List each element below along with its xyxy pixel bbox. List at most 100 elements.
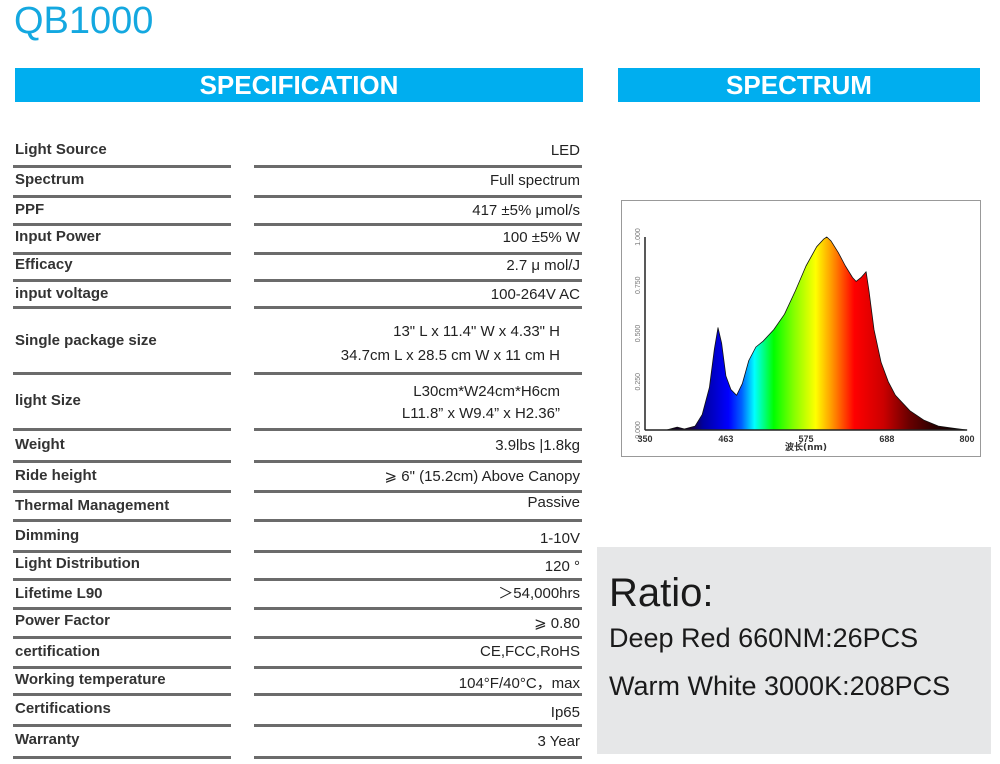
- spec-value: LED: [550, 142, 580, 159]
- spec-value: 34.7cm L x 28.5 cm W x 11 cm H: [340, 347, 560, 364]
- row-divider-left: [13, 693, 231, 696]
- row-divider-right: [254, 490, 582, 493]
- spec-label: light Size: [15, 392, 81, 409]
- spec-label: Spectrum: [15, 171, 85, 188]
- spec-label: Power Factor: [15, 612, 111, 629]
- spec-label: Single package size: [15, 332, 157, 349]
- spectrum-header-label: SPECTRUM: [726, 69, 872, 100]
- x-axis-label: 波长(nm): [785, 441, 827, 453]
- specification-header: SPECIFICATION: [15, 68, 583, 102]
- row-divider-left: [13, 223, 231, 226]
- spec-label: Lifetime L90: [15, 585, 103, 602]
- spec-value: Full spectrum: [489, 172, 580, 189]
- spec-value: 100 ±5% W: [502, 229, 580, 246]
- row-divider-left: [13, 428, 231, 431]
- row-divider-right: [254, 693, 582, 696]
- x-tick-labels: 350 463 575 688 800: [637, 434, 974, 444]
- spec-label: Light Source: [15, 141, 107, 158]
- x-tick-label: 688: [879, 434, 894, 444]
- row-divider-left: [13, 666, 231, 669]
- spec-value: Ip65: [550, 704, 580, 721]
- spec-value: ⩾ 6" (15.2cm) Above Canopy: [384, 468, 581, 485]
- spec-label: input voltage: [15, 285, 109, 302]
- row-divider-right: [254, 306, 582, 309]
- y-tick-labels: 0.000 0.250 0.500 0.750 1.000: [635, 228, 642, 439]
- row-divider-left: [13, 607, 231, 610]
- spec-label: Warranty: [15, 731, 80, 748]
- page-title: QB1000: [14, 0, 154, 42]
- spec-label: certification: [15, 643, 101, 660]
- spec-label: Weight: [15, 436, 65, 453]
- spec-label: Thermal Management: [15, 497, 170, 514]
- row-divider-right: [254, 460, 582, 463]
- spec-value: ⩾ 0.80: [534, 615, 580, 632]
- spec-value: ＞54,000hrs: [498, 585, 580, 602]
- row-divider-right: [254, 252, 582, 255]
- spec-label: PPF: [15, 201, 45, 218]
- row-divider-right: [254, 578, 582, 581]
- spec-value: 1-10V: [539, 530, 580, 547]
- row-divider-left: [13, 279, 231, 282]
- ratio-title: Ratio:: [609, 571, 714, 615]
- spec-value: L30cm*W24cm*H6cm: [413, 383, 560, 400]
- spec-value: Passive: [527, 494, 580, 511]
- spec-value: L11.8” x W9.4” x H2.36”: [401, 405, 560, 422]
- row-divider-right: [254, 428, 582, 431]
- row-divider-left: [13, 460, 231, 463]
- spec-label: Efficacy: [15, 256, 73, 273]
- ratio-warm-white: Warm White 3000K:208PCS: [609, 671, 951, 701]
- spectrum-area: [644, 236, 968, 431]
- row-divider-left: [13, 372, 231, 375]
- row-divider-left: [13, 724, 231, 727]
- ratio-deep-red: Deep Red 660NM:26PCS: [609, 623, 919, 653]
- spec-value: 100-264V AC: [490, 286, 580, 303]
- x-tick-label: 800: [959, 434, 974, 444]
- row-divider-left: [13, 756, 231, 759]
- specification-header-label: SPECIFICATION: [199, 69, 399, 100]
- y-tick-label: 1.000: [635, 228, 642, 246]
- row-divider-right: [254, 165, 582, 168]
- spec-value: 3.9lbs |1.8kg: [495, 437, 580, 454]
- row-divider-left: [13, 165, 231, 168]
- spec-value: 3 Year: [537, 733, 580, 750]
- row-divider-right: [254, 223, 582, 226]
- ratio-box: Ratio: Deep Red 660NM:26PCS Warm White 3…: [597, 547, 991, 754]
- spec-value: 2.7 μ mol/J: [506, 257, 580, 274]
- row-divider-right: [254, 756, 582, 759]
- spec-table: Light Source LED Spectrum Full spectrum PPF 4…: [13, 141, 582, 759]
- spec-label: Input Power: [15, 228, 101, 245]
- row-divider-left: [13, 550, 231, 553]
- y-tick-label: 0.500: [635, 325, 642, 343]
- row-divider-left: [13, 519, 231, 522]
- spectrum-header: SPECTRUM: [618, 68, 980, 102]
- row-divider-right: [254, 279, 582, 282]
- spec-value: 120 °: [544, 558, 580, 575]
- row-divider-right: [254, 724, 582, 727]
- spec-label: Working temperature: [15, 671, 166, 688]
- spec-value: 104°F/40°C，max: [458, 675, 580, 692]
- row-divider-right: [254, 607, 582, 610]
- spec-value: CE,FCC,RoHS: [479, 643, 580, 660]
- x-tick-label: 575: [798, 434, 813, 444]
- y-tick-label: 0.750: [635, 276, 642, 294]
- spec-label: Dimming: [15, 527, 80, 544]
- x-tick-label: 463: [718, 434, 733, 444]
- spec-label: Light Distribution: [15, 555, 140, 572]
- row-divider-right: [254, 372, 582, 375]
- row-divider-right: [254, 636, 582, 639]
- x-tick-label: 350: [637, 434, 652, 444]
- y-tick-label: 0.000: [635, 421, 642, 439]
- row-divider-right: [254, 195, 582, 198]
- spec-label: Ride height: [15, 467, 97, 484]
- row-divider-right: [254, 666, 582, 669]
- spec-label: Certifications: [15, 700, 111, 717]
- row-divider-left: [13, 578, 231, 581]
- y-tick-label: 0.250: [635, 373, 642, 391]
- row-divider-left: [13, 306, 231, 309]
- spec-value: 417 ±5% μmol/s: [472, 202, 580, 219]
- row-divider-right: [254, 519, 582, 522]
- row-divider-right: [254, 550, 582, 553]
- row-divider-left: [13, 252, 231, 255]
- row-divider-left: [13, 195, 231, 198]
- spectrum-curve: [644, 236, 968, 431]
